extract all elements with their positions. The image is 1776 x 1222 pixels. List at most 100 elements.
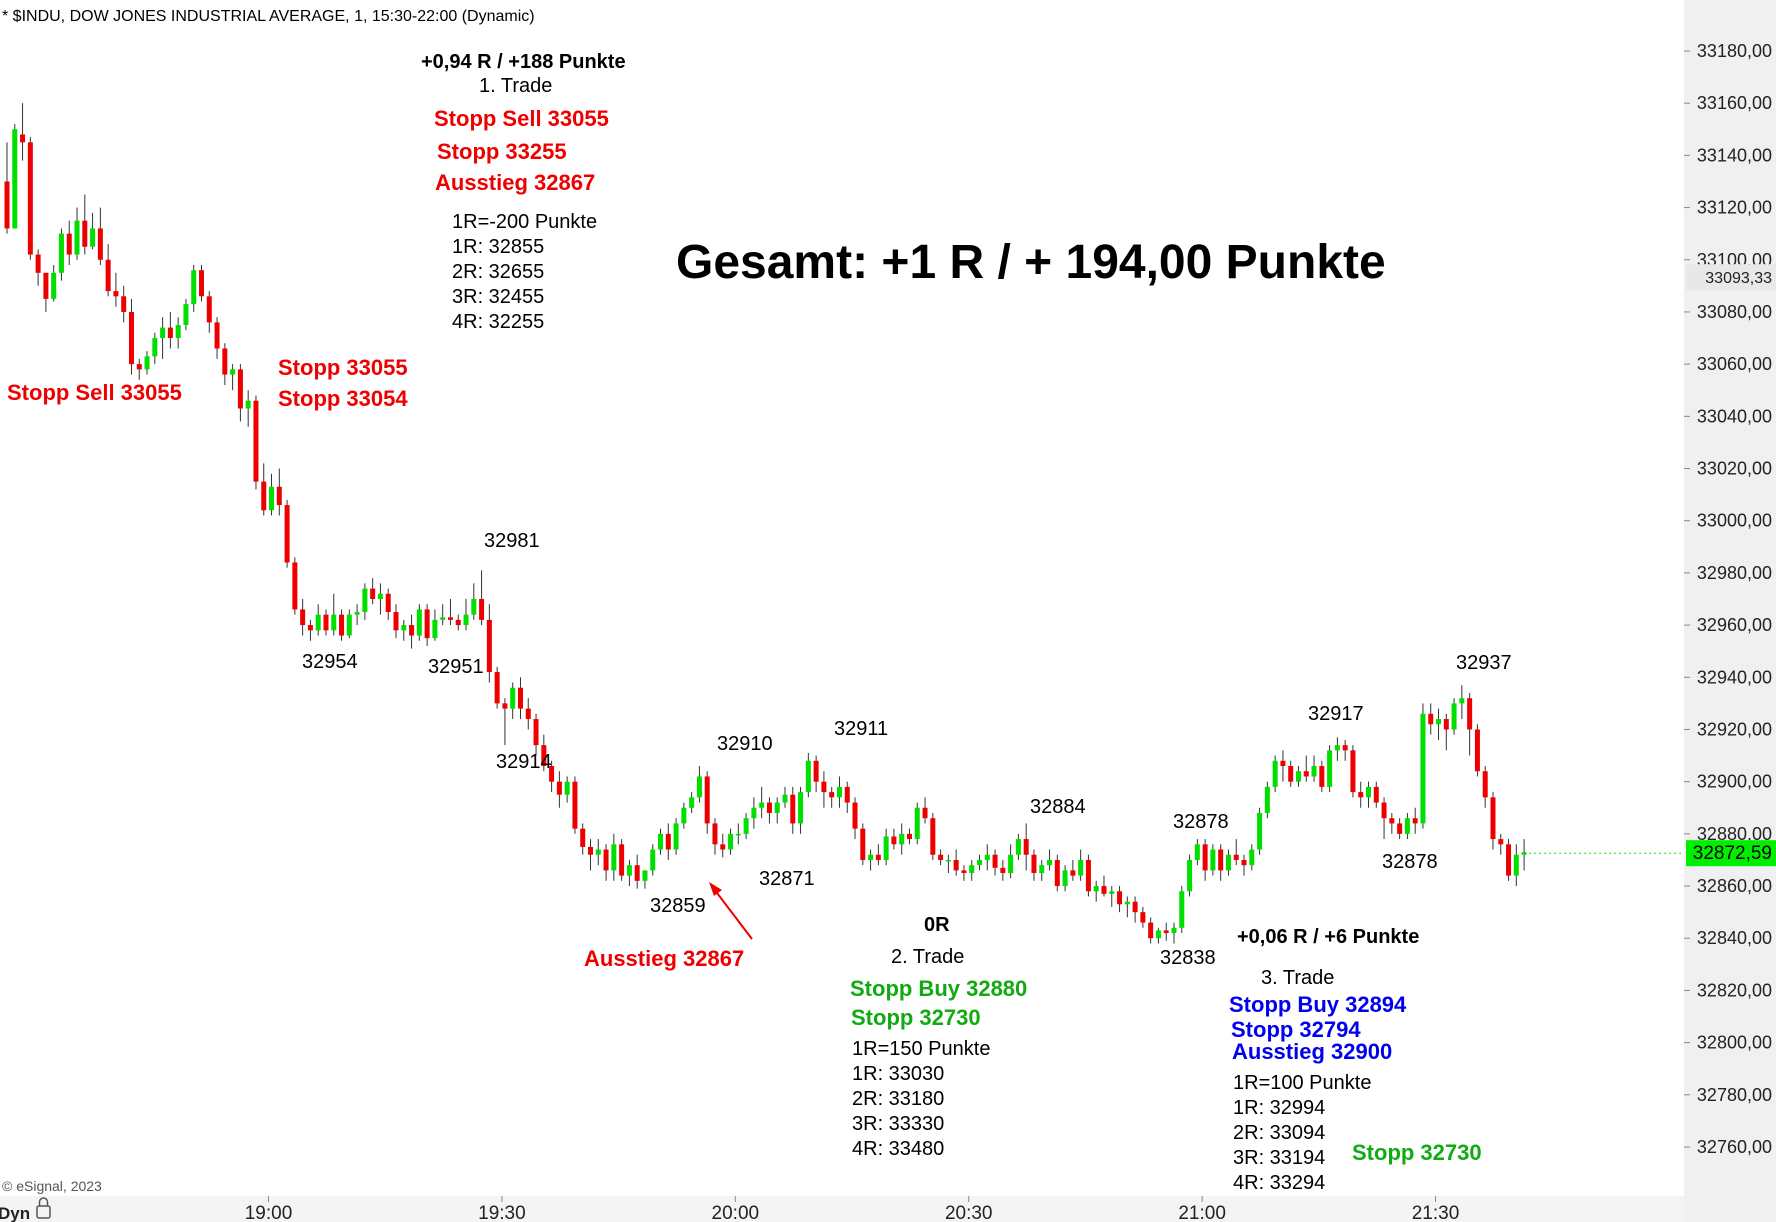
candle: [1350, 745, 1356, 798]
candle-body: [128, 311, 134, 365]
candle-body: [1319, 766, 1325, 787]
price-marker: 33093,33: [1686, 264, 1776, 291]
candle: [144, 351, 150, 375]
candle-body: [1467, 698, 1473, 730]
candle-body: [1303, 771, 1309, 777]
candle-body: [673, 823, 679, 850]
price-label: 32954: [302, 651, 358, 673]
candle-body: [307, 625, 313, 631]
candle: [1078, 849, 1084, 881]
candle-body: [82, 220, 88, 247]
candle-body: [502, 703, 508, 709]
candle-body: [486, 619, 492, 673]
candle: [479, 570, 485, 626]
candle-body: [712, 823, 718, 845]
candle: [1443, 713, 1449, 751]
candle: [720, 833, 726, 858]
candle: [1342, 739, 1348, 761]
candle-body: [1506, 844, 1512, 876]
candle: [206, 291, 212, 333]
candle-body: [541, 745, 547, 767]
candle-body: [665, 833, 671, 850]
y-tick-label: 32800,00: [1697, 1033, 1772, 1053]
candle: [269, 473, 275, 516]
candle: [463, 599, 469, 631]
y-tick-label: 33080,00: [1697, 302, 1772, 322]
candle-body: [774, 802, 780, 813]
y-tick-label: 33160,00: [1697, 93, 1772, 113]
candle: [1295, 766, 1301, 787]
y-tick-label: 32820,00: [1697, 980, 1772, 1000]
candle: [284, 499, 290, 568]
trade3-label: 3. Trade: [1261, 967, 1334, 989]
candle: [1218, 844, 1224, 881]
candle: [292, 557, 298, 615]
candle-body: [1233, 854, 1239, 860]
candle-body: [517, 687, 523, 709]
candle: [634, 854, 640, 889]
candle: [1397, 818, 1403, 840]
candle-body: [1218, 849, 1224, 871]
candle-body: [533, 719, 539, 746]
candle-body: [1404, 818, 1410, 834]
candle-body: [1202, 844, 1208, 871]
candle: [66, 220, 72, 265]
candle-body: [269, 486, 275, 511]
candle-body: [525, 708, 531, 720]
mid-stopp-b: Stopp 33054: [278, 386, 408, 411]
candle-body: [370, 588, 376, 599]
candle: [1210, 844, 1216, 876]
candle: [362, 583, 368, 620]
candle-body: [4, 181, 10, 229]
candle-body: [1163, 930, 1169, 934]
trade3-r-line-1: 1R: 32994: [1233, 1097, 1325, 1119]
candle: [984, 844, 990, 871]
y-tick-label: 32840,00: [1697, 928, 1772, 948]
candle: [642, 870, 648, 889]
candle: [906, 828, 912, 845]
candle-body: [580, 828, 586, 847]
lock-icon[interactable]: [36, 1197, 51, 1219]
x-tick-label: 19:30: [478, 1203, 526, 1222]
left-stopp-sell: Stopp Sell 33055: [7, 380, 182, 405]
candle: [805, 752, 811, 798]
price-label: 32859: [650, 895, 706, 917]
candle: [1023, 823, 1029, 871]
candle-body: [906, 833, 912, 840]
candle-body: [1015, 839, 1021, 855]
price-markers: 33093,33 32872,59: [1524, 264, 1776, 867]
candle-body: [588, 846, 593, 855]
candle: [681, 802, 687, 829]
candle: [759, 786, 765, 819]
candle: [689, 792, 695, 813]
candle-body: [276, 486, 282, 506]
candle: [245, 390, 251, 427]
candle: [517, 677, 523, 720]
candle: [1482, 766, 1488, 808]
candle: [113, 272, 119, 307]
y-tick-label: 32940,00: [1697, 667, 1772, 687]
candle-body: [167, 327, 173, 339]
candle-body: [720, 844, 726, 850]
candle: [160, 317, 166, 359]
candle: [1506, 839, 1512, 881]
candle-body: [253, 400, 259, 482]
candle-body: [953, 859, 959, 871]
trade3-ausstieg: Ausstieg 32900: [1232, 1039, 1392, 1064]
candle-body: [611, 844, 617, 871]
dyn-mode-label[interactable]: Dyn: [0, 1204, 30, 1222]
candle-body: [1272, 760, 1278, 787]
price-label: 32878: [1173, 811, 1229, 833]
x-tick-label: 20:30: [945, 1203, 993, 1222]
candle: [868, 849, 874, 871]
candle: [315, 604, 321, 636]
candle: [766, 797, 772, 824]
candle: [237, 364, 243, 422]
candle-body: [1023, 839, 1029, 855]
candle-body: [354, 612, 360, 615]
candle: [1459, 685, 1465, 720]
candle: [502, 698, 508, 746]
candle: [891, 828, 897, 850]
candle-body: [447, 617, 453, 620]
